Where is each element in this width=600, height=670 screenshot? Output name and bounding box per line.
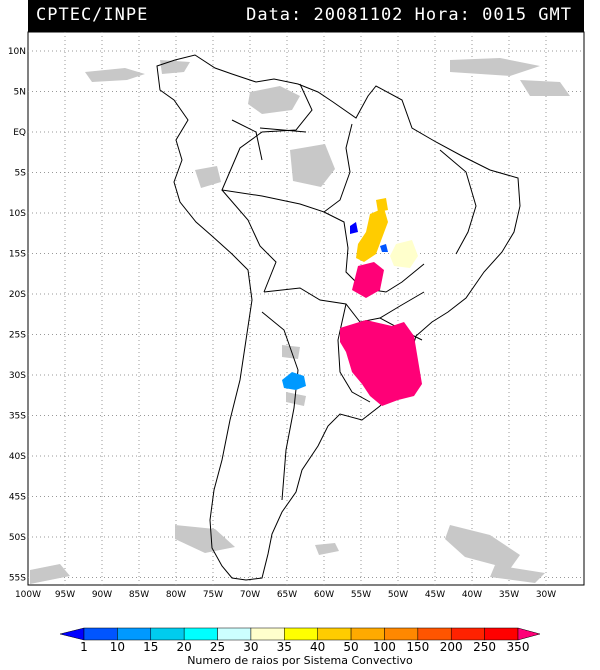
lon-tick-label: 50W <box>388 590 408 600</box>
lon-tick-label: 85W <box>129 590 149 600</box>
longitude-labels: 100W 95W 90W 85W 80W 75W 70W 65W 60W 55W 50W 45W 40W… <box>15 590 556 600</box>
legend-label: 1 <box>80 640 88 654</box>
lon-tick-label: 35W <box>499 590 519 600</box>
date-value: 20081102 <box>313 5 404 25</box>
legend-swatch <box>417 627 452 641</box>
legend-label: 100 <box>373 640 396 654</box>
lon-tick-label: 90W <box>92 590 112 600</box>
date-label: Data: <box>246 5 303 25</box>
legend-swatch <box>217 627 252 641</box>
legend-arrow-left <box>59 627 85 641</box>
legend-colorbar <box>59 627 541 641</box>
lat-tick-label: 10S <box>9 209 26 219</box>
legend-label: 250 <box>473 640 496 654</box>
legend-swatch <box>350 627 385 641</box>
lon-tick-label: 70W <box>240 590 260 600</box>
legend-label: 200 <box>440 640 463 654</box>
lat-tick-label: 55S <box>9 574 26 584</box>
hour-label: Hora: <box>414 5 471 25</box>
legend-label: 10 <box>110 640 125 654</box>
datetime-label: Data: 20081102 Hora: 0015 GMT <box>246 5 572 25</box>
legend-label: 40 <box>310 640 325 654</box>
legend-label: 50 <box>343 640 358 654</box>
cloud-patches <box>30 58 570 584</box>
lat-tick-label: 15S <box>9 250 26 260</box>
lon-tick-label: 30W <box>536 590 556 600</box>
lat-tick-label: EQ <box>13 128 26 138</box>
hour-value: 0015 GMT <box>482 5 572 25</box>
lat-tick-label: 20S <box>9 290 26 300</box>
legend-label: 35 <box>277 640 292 654</box>
legend-swatch <box>284 627 318 641</box>
legend-swatch <box>183 627 218 641</box>
legend-label: 20 <box>177 640 192 654</box>
lat-tick-label: 45S <box>9 493 26 503</box>
legend-label: 25 <box>210 640 225 654</box>
lon-tick-label: 60W <box>314 590 334 600</box>
lon-tick-label: 75W <box>203 590 223 600</box>
lon-tick-label: 55W <box>351 590 371 600</box>
legend-swatch <box>450 627 485 641</box>
lat-tick-label: 30S <box>9 371 26 381</box>
lightning-clusters <box>282 198 422 406</box>
lat-tick-label: 35S <box>9 412 26 422</box>
title-bar: CPTEC/INPE Data: 20081102 Hora: 0015 GMT <box>28 0 584 32</box>
legend-swatch <box>150 627 185 641</box>
lon-tick-label: 80W <box>166 590 186 600</box>
legend-label: 30 <box>243 640 258 654</box>
legend-labels: 1 10 15 20 25 30 35 40 50 100 150 200 250 350 <box>80 640 529 654</box>
legend-swatch <box>83 627 118 641</box>
map-frame <box>27 31 585 586</box>
latitude-labels: 10N 5N EQ 5S 10S 15S 20S 25S 30S 35S 40S 45S 50S 55S <box>8 47 26 584</box>
lon-tick-label: 65W <box>277 590 297 600</box>
lat-tick-label: 5S <box>15 169 27 179</box>
source-label: CPTEC/INPE <box>36 5 149 25</box>
lat-tick-label: 10N <box>8 47 26 57</box>
grid-lines <box>28 32 584 585</box>
coastlines <box>156 54 521 581</box>
legend-swatch <box>117 627 152 641</box>
lon-tick-label: 45W <box>425 590 445 600</box>
legend-label: 350 <box>507 640 530 654</box>
legend-label: 150 <box>406 640 429 654</box>
lon-tick-label: 95W <box>55 590 75 600</box>
lon-tick-label: 40W <box>462 590 482 600</box>
legend-arrow-right <box>517 627 541 641</box>
legend-swatch <box>384 627 419 641</box>
legend-swatch <box>250 627 285 641</box>
legend-swatch <box>484 627 519 641</box>
legend-swatch <box>317 627 352 641</box>
lon-tick-label: 100W <box>15 590 41 600</box>
lat-tick-label: 50S <box>9 533 26 543</box>
legend-label: 15 <box>143 640 158 654</box>
lat-tick-label: 5N <box>14 88 26 98</box>
legend-caption: Numero de raios por Sistema Convectivo <box>187 654 413 667</box>
lat-tick-label: 25S <box>9 331 26 341</box>
lat-tick-label: 40S <box>9 452 26 462</box>
